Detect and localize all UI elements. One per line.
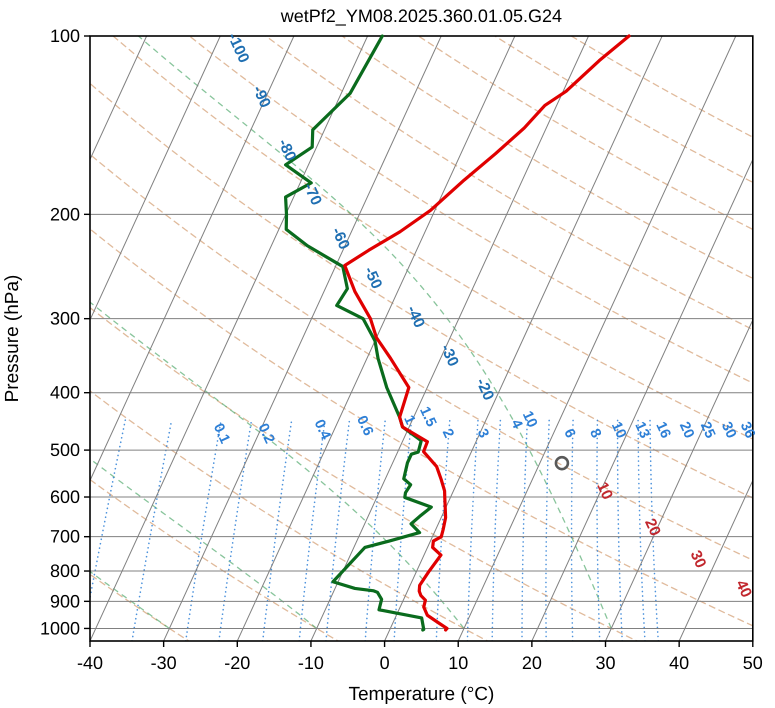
- svg-text:50: 50: [743, 653, 763, 673]
- svg-text:1000: 1000: [40, 618, 80, 638]
- svg-text:400: 400: [50, 383, 80, 403]
- svg-text:0: 0: [380, 653, 390, 673]
- svg-text:500: 500: [50, 440, 80, 460]
- svg-text:700: 700: [50, 527, 80, 547]
- svg-text:-10: -10: [298, 653, 324, 673]
- svg-text:200: 200: [50, 204, 80, 224]
- svg-text:30: 30: [595, 653, 615, 673]
- svg-text:600: 600: [50, 487, 80, 507]
- svg-text:100: 100: [50, 26, 80, 46]
- svg-text:900: 900: [50, 591, 80, 611]
- svg-text:Pressure (hPa): Pressure (hPa): [2, 275, 23, 403]
- svg-text:20: 20: [522, 653, 542, 673]
- svg-text:wetPf2_YM08.2025.360.01.05.G24: wetPf2_YM08.2025.360.01.05.G24: [280, 6, 562, 26]
- svg-text:Temperature (°C): Temperature (°C): [348, 684, 494, 705]
- svg-text:-20: -20: [224, 653, 250, 673]
- svg-text:-30: -30: [151, 653, 177, 673]
- svg-text:40: 40: [669, 653, 689, 673]
- svg-text:800: 800: [50, 561, 80, 581]
- svg-text:300: 300: [50, 309, 80, 329]
- svg-text:-40: -40: [77, 653, 103, 673]
- svg-text:10: 10: [448, 653, 468, 673]
